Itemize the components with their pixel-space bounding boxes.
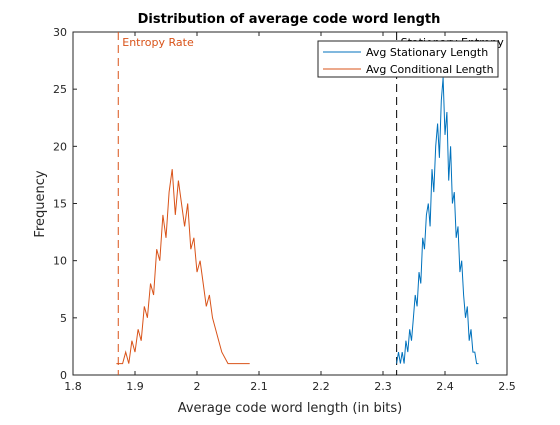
x-tick-label: 2.3: [374, 380, 392, 393]
y-tick-label: 15: [53, 198, 67, 211]
plot-frame: [72, 31, 508, 376]
x-tick-label: 2.1: [250, 380, 268, 393]
y-tick-label: 5: [60, 312, 67, 325]
x-axis-ticks: 1.8 1.9 2 2.1 2.2 2.3 2.4 2.5: [64, 32, 516, 393]
y-tick-label: 30: [53, 26, 67, 39]
series-line: [116, 169, 250, 365]
series-lines: [116, 77, 479, 365]
legend: Avg Stationary Length Avg Conditional Le…: [317, 40, 499, 78]
y-tick-label: 20: [53, 140, 67, 153]
x-tick-label: 2.4: [436, 380, 454, 393]
y-tick-label: 0: [60, 369, 67, 382]
x-tick-label: 1.9: [126, 380, 144, 393]
legend-box: [317, 40, 499, 78]
chart-title: Distribution of average code word length: [138, 12, 441, 27]
x-tick-label: 2: [194, 380, 201, 393]
legend-label-stationary: Avg Stationary Length: [366, 46, 488, 59]
legend-label-conditional: Avg Conditional Length: [366, 63, 494, 76]
reference-line-label: Entropy Rate: [122, 36, 194, 49]
x-tick-label: 2.5: [498, 380, 516, 393]
plot-area: 1.8 1.9 2 2.1 2.2 2.3 2.4 2.5 0 5 10 15 20 25 30 Entr…: [53, 26, 516, 393]
series-line: [396, 77, 479, 365]
x-tick-label: 2.2: [312, 380, 330, 393]
x-tick-label: 1.8: [64, 380, 82, 393]
y-tick-label: 25: [53, 83, 67, 96]
y-axis-label: Frequency: [33, 170, 48, 237]
x-axis-label: Average code word length (in bits): [178, 401, 403, 416]
y-tick-label: 10: [53, 255, 67, 268]
y-axis-ticks: 0 5 10 15 20 25 30: [53, 26, 507, 382]
